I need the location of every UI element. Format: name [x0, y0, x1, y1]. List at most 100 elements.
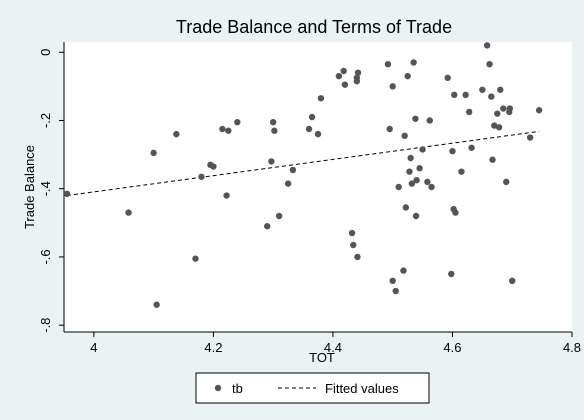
- x-tick-label: 4.4: [324, 340, 342, 355]
- scatter-point-tb: [340, 67, 347, 75]
- scatter-point-tb: [497, 86, 504, 93]
- fitted-values-line: [66, 130, 540, 197]
- scatter-point-tb: [271, 127, 278, 134]
- scatter-point-tb: [416, 165, 423, 172]
- scatter-point-tb: [406, 168, 413, 175]
- scatter-point-tb: [210, 163, 217, 170]
- scatter-point-tb: [275, 212, 283, 220]
- y-tick-label: -.2: [38, 113, 53, 128]
- scatter-point-tb: [458, 168, 465, 175]
- legend-label-fitted: Fitted values: [325, 381, 399, 396]
- fitted-values-line-group: [66, 130, 540, 197]
- scatter-point-tb: [444, 74, 451, 82]
- plot-area: [64, 42, 572, 332]
- scatter-point-tb: [395, 183, 402, 191]
- scatter-point-tb: [419, 146, 426, 153]
- x-tick-label: 4.8: [563, 340, 581, 355]
- scatter-point-tb: [452, 209, 459, 216]
- scatter-point-tb: [413, 176, 420, 184]
- scatter-point-tb: [173, 130, 180, 138]
- scatter-point-tb: [219, 125, 226, 133]
- scatter-point-tb: [269, 118, 277, 126]
- scatter-point-tb: [223, 192, 230, 199]
- scatter-point-tb: [198, 173, 205, 180]
- legend-box: [195, 372, 430, 404]
- scatter-point-tb: [317, 95, 325, 102]
- scatter-point-tb: [153, 301, 160, 308]
- scatter-point-tb: [400, 267, 407, 274]
- scatter-point-tb: [412, 115, 419, 122]
- scatter-point-tb: [335, 72, 343, 80]
- scatter-point-tb: [407, 154, 414, 162]
- scatter-point-tb: [289, 166, 297, 174]
- scatter-point-tb: [354, 69, 362, 76]
- scatter-point-tb: [354, 253, 361, 261]
- scatter-point-tb: [495, 124, 503, 131]
- tb-scatter-points: [63, 42, 543, 308]
- y-tick-label: -.4: [38, 181, 53, 196]
- scatter-point-tb: [348, 229, 356, 237]
- scatter-point-tb: [426, 117, 433, 124]
- scatter-point-tb: [428, 183, 435, 191]
- scatter-point-tb: [509, 277, 516, 285]
- scatter-point-tb: [451, 91, 458, 99]
- scatter-point-tb: [404, 72, 411, 80]
- scatter-point-tb: [449, 147, 456, 155]
- scatter-point-tb: [506, 105, 514, 112]
- scatter-point-tb: [401, 132, 408, 140]
- legend-label-tb: tb: [232, 381, 243, 396]
- scatter-point-tb: [341, 81, 349, 88]
- scatter-point-tb: [526, 134, 534, 141]
- scatter-point-tb: [308, 113, 316, 121]
- scatter-point-tb: [350, 241, 357, 249]
- scatter-point-tb: [408, 180, 416, 187]
- scatter-point-tb: [384, 60, 392, 68]
- scatter-point-tb: [412, 212, 420, 220]
- scatter-point-tb: [410, 59, 417, 66]
- scatter-point-tb: [392, 287, 399, 295]
- scatter-point-tb: [268, 158, 275, 165]
- scatter-point-tb: [466, 108, 473, 116]
- scatter-point-tb: [125, 209, 132, 216]
- scatter-point-tb: [150, 149, 157, 157]
- scatter-point-tb: [386, 125, 393, 133]
- chart-title: Trade Balance and Terms of Trade: [176, 17, 452, 37]
- scatter-point-tb: [488, 93, 495, 100]
- scatter-point-tb: [63, 190, 71, 198]
- scatter-point-tb: [486, 60, 493, 68]
- scatter-point-tb: [479, 86, 486, 93]
- x-ticks: 4 4.2 4.4 4.6 4.8: [90, 332, 581, 355]
- scatter-point-tb: [500, 105, 507, 112]
- scatter-point-tb: [489, 156, 496, 163]
- scatter-point-tb: [234, 118, 241, 126]
- scatter-point-tb: [284, 180, 292, 187]
- scatter-point-tb: [535, 107, 543, 114]
- scatter-point-tb: [305, 125, 313, 133]
- scatter-point-tb: [192, 255, 199, 262]
- y-tick-label: 0: [38, 49, 53, 56]
- scatter-point-tb: [402, 204, 410, 211]
- scatter-point-tb: [314, 130, 322, 138]
- y-axis-label: Trade Balance: [22, 145, 37, 229]
- scatter-point-tb: [389, 277, 396, 285]
- scatter-point-tb: [225, 127, 232, 134]
- x-tick-label: 4.6: [443, 340, 461, 355]
- x-tick-label: 4: [90, 340, 97, 355]
- scatter-point-tb: [448, 270, 455, 278]
- scatter-point-tb: [353, 78, 361, 85]
- scatter-point-tb: [483, 42, 491, 49]
- scatter-point-tb: [462, 91, 469, 99]
- scatter-point-tb: [424, 178, 431, 186]
- y-tick-label: -.8: [38, 318, 53, 333]
- scatter-point-tb: [264, 223, 271, 230]
- scatter-point-tb: [389, 83, 396, 90]
- legend-marker-tb: [214, 384, 222, 392]
- scatter-point-tb: [468, 144, 475, 151]
- x-axis-label: TOT: [309, 350, 335, 365]
- scatter-point-tb: [494, 110, 501, 117]
- scatter-point-tb: [503, 178, 510, 186]
- y-ticks: 0 -.2 -.4 -.6 -.8: [38, 49, 64, 333]
- legend: tb Fitted values: [195, 372, 430, 404]
- y-tick-label: -.6: [38, 249, 53, 264]
